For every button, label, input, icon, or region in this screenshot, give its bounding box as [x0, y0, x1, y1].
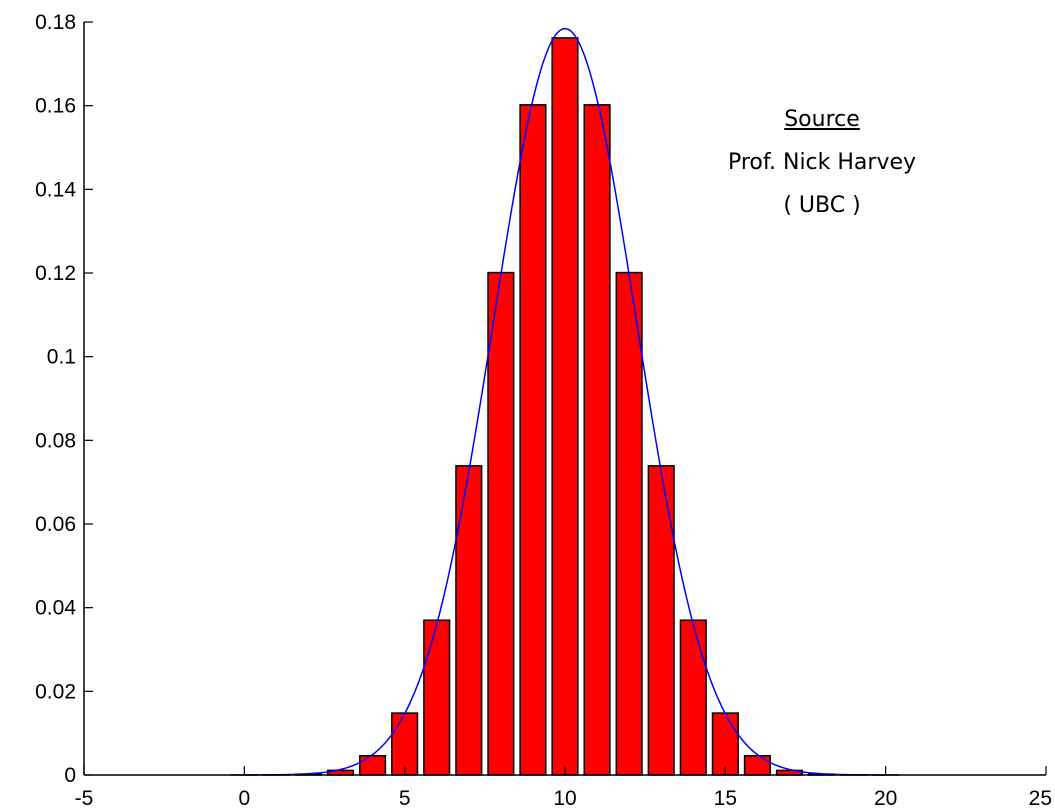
bar-9 [519, 104, 547, 776]
bar-15 [711, 712, 739, 776]
x-tick-label: 5 [399, 787, 411, 810]
annotation-line-affiliation: ( UBC ) [783, 193, 861, 218]
x-tick-label: 0 [238, 787, 250, 810]
bar-13 [647, 465, 675, 776]
bar-5 [391, 712, 419, 776]
bar-16 [743, 755, 771, 776]
bar-11 [583, 104, 611, 776]
y-tick-label: 0.02 [35, 680, 76, 703]
y-tick-label: 0.12 [35, 262, 76, 285]
bar-7 [455, 465, 483, 776]
bar-series [230, 37, 900, 776]
y-tick-label: 0.08 [35, 429, 76, 452]
bar-6 [423, 619, 451, 776]
axes: 00.020.040.060.080.10.120.140.160.18-5 0 5… [35, 11, 1052, 810]
y-tick-label: 0.1 [47, 346, 76, 369]
bar-4 [359, 755, 387, 776]
normal-curve-line [244, 27, 886, 776]
y-tick-label: 0.14 [35, 178, 76, 201]
y-tick-label: 0.06 [35, 513, 76, 536]
y-tick-label: 0 [64, 764, 76, 787]
bar-14 [679, 619, 707, 776]
y-tick-label: 0.16 [35, 95, 76, 118]
x-tick-label: -5 [75, 787, 94, 810]
bar-8 [487, 271, 515, 776]
x-tick-label: 15 [714, 787, 737, 810]
annotation-title: Source [784, 107, 860, 132]
x-tick-label: 10 [553, 787, 576, 810]
y-tick-label: 0.04 [35, 597, 76, 620]
x-tick-label: 20 [874, 787, 897, 810]
bar-12 [615, 271, 643, 776]
bar-10 [551, 37, 579, 776]
annotation-line-name: Prof. Nick Harvey [727, 150, 917, 175]
y-tick-label: 0.18 [35, 11, 76, 34]
x-tick-label: 25 [1029, 787, 1052, 810]
